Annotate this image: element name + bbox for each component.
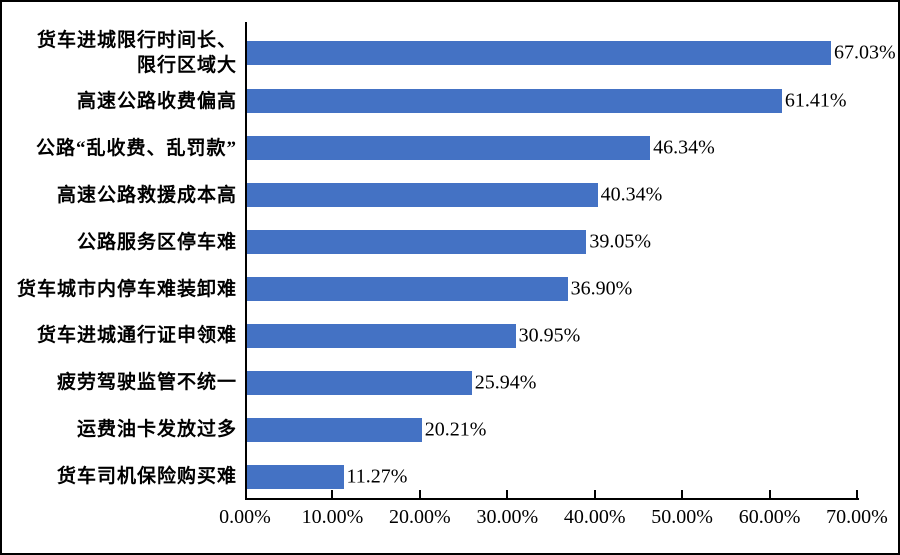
bar: [245, 89, 782, 114]
x-axis-tick-label: 40.00%: [563, 506, 626, 528]
x-axis-line: [245, 498, 859, 500]
bar: [245, 370, 472, 395]
bar-track: 20.21%: [245, 406, 898, 453]
bar: [245, 323, 516, 348]
x-axis-tick-label: 60.00%: [738, 506, 801, 528]
bar: [245, 464, 344, 489]
category-label: 运费油卡发放过多: [76, 419, 237, 441]
category-label: 疲劳驾驶监管不统一: [56, 372, 237, 394]
value-label: 61.41%: [784, 89, 847, 112]
chart-row: 公路服务区停车难 39.05%: [2, 219, 898, 266]
bar: [245, 136, 651, 161]
category-label: 货车进城限行时间长、 限行区域大: [36, 30, 237, 76]
bar-track: 46.34%: [245, 125, 898, 172]
bar: [245, 183, 598, 208]
value-label: 36.90%: [570, 277, 633, 300]
x-axis-tick-label: 70.00%: [826, 506, 888, 528]
chart-row: 运费油卡发放过多 20.21%: [2, 406, 898, 453]
chart-row: 高速公路收费偏高 61.41%: [2, 78, 898, 125]
category-label: 货车司机保险购买难: [56, 466, 237, 488]
value-label: 25.94%: [474, 371, 537, 394]
bar-track: 67.03%: [245, 28, 898, 78]
category-label: 高速公路收费偏高: [76, 90, 237, 112]
value-label: 67.03%: [834, 41, 896, 64]
x-axis-tick-label: 50.00%: [651, 506, 713, 528]
y-axis-line: [245, 22, 247, 500]
chart-row: 货车城市内停车难装卸难 36.90%: [2, 266, 898, 313]
bar: [245, 41, 832, 65]
chart-rows: 货车进城限行时间长、 限行区域大 67.03% 高速公路收费偏高 61.41% 公路“乱…: [2, 28, 898, 500]
value-label: 39.05%: [589, 230, 652, 253]
bar-track: 61.41%: [245, 78, 898, 125]
bar-track: 39.05%: [245, 219, 898, 266]
value-label: 40.34%: [600, 183, 663, 206]
bar-track: 30.95%: [245, 312, 898, 359]
value-label: 30.95%: [518, 324, 581, 347]
chart-row: 货车进城限行时间长、 限行区域大 67.03%: [2, 28, 898, 78]
chart-row: 高速公路救援成本高 40.34%: [2, 172, 898, 219]
chart-row: 疲劳驾驶监管不统一 25.94%: [2, 359, 898, 406]
value-label: 46.34%: [653, 136, 715, 159]
x-axis-tick-label: 20.00%: [389, 506, 451, 528]
bar: [245, 417, 422, 442]
category-label: 高速公路救援成本高: [56, 184, 237, 206]
x-axis-tick-label: 10.00%: [301, 506, 364, 528]
bar: [245, 230, 587, 255]
chart-row: 货车司机保险购买难 11.27%: [2, 453, 898, 500]
x-axis-tick-label: 30.00%: [476, 506, 539, 528]
category-label: 公路“乱收费、乱罚款”: [35, 137, 237, 159]
bar-track: 40.34%: [245, 172, 898, 219]
category-label: 货车进城通行证申领难: [36, 325, 237, 347]
chart-row: 货车进城通行证申领难 30.95%: [2, 312, 898, 359]
category-label: 货车城市内停车难装卸难: [16, 278, 237, 300]
category-label: 公路服务区停车难: [76, 231, 237, 253]
bar-track: 11.27%: [245, 453, 898, 500]
value-label: 20.21%: [424, 418, 487, 441]
value-label: 11.27%: [346, 465, 408, 488]
x-axis-tick-label: 0.00%: [219, 506, 271, 528]
bar: [245, 277, 568, 301]
bar-track: 25.94%: [245, 359, 898, 406]
bar-track: 36.90%: [245, 266, 898, 313]
chart-row: 公路“乱收费、乱罚款” 46.34%: [2, 125, 898, 172]
